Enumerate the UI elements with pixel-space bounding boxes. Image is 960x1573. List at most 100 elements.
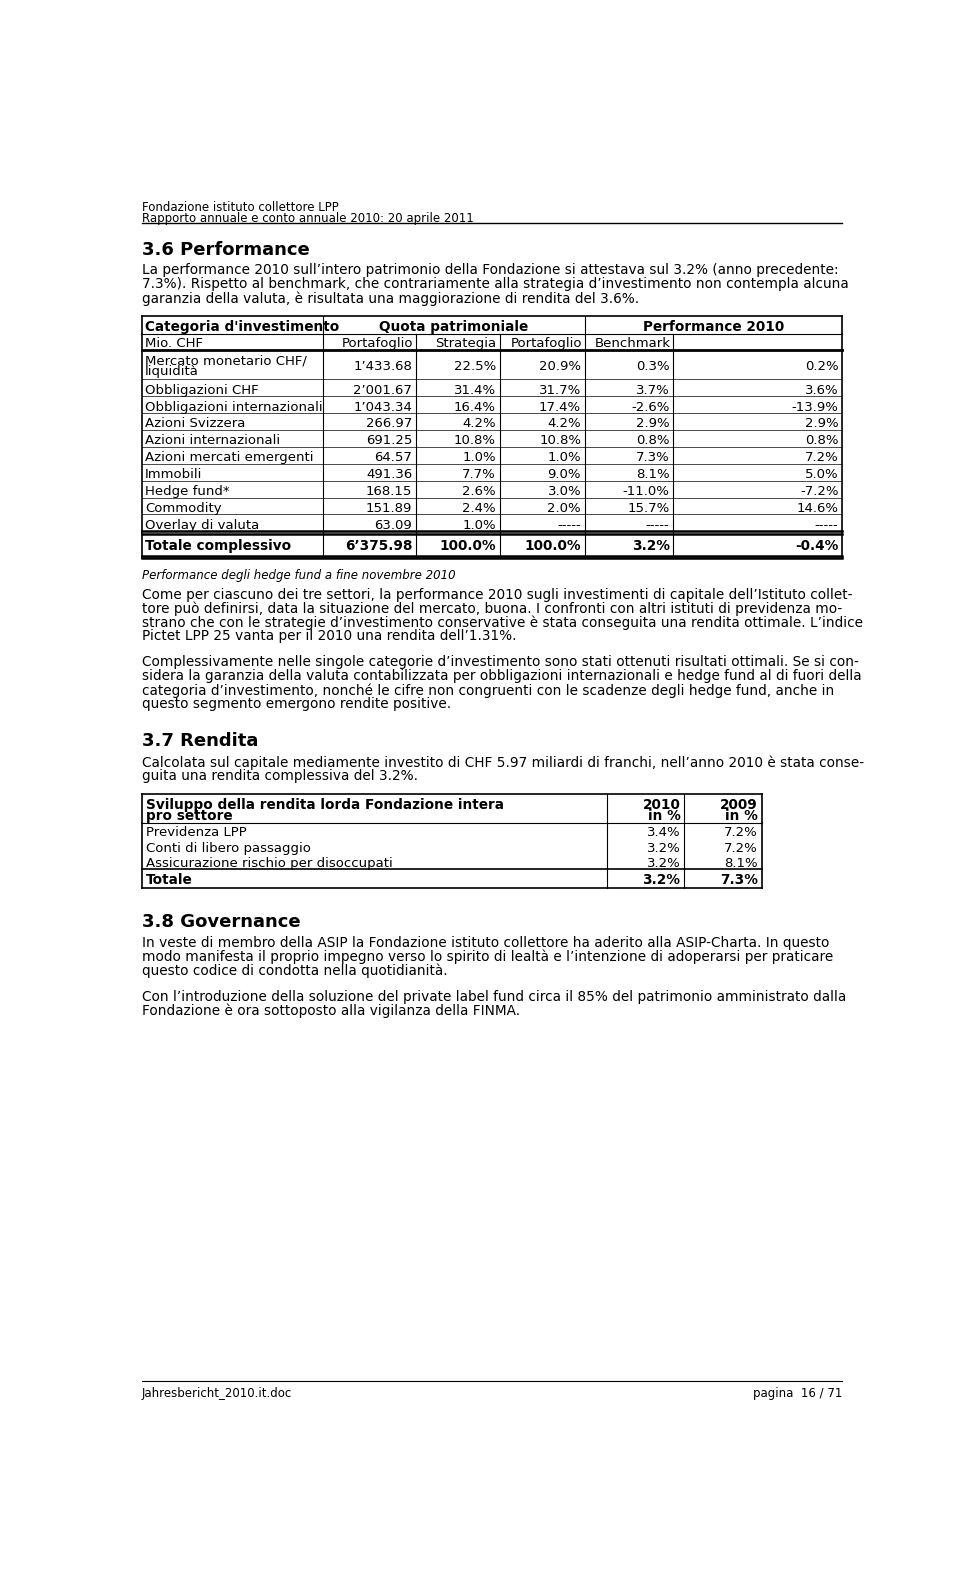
Text: 31.7%: 31.7% <box>539 384 581 396</box>
Text: modo manifesta il proprio impegno verso lo spirito di lealtà e l’intenzione di a: modo manifesta il proprio impegno verso … <box>142 950 833 964</box>
Text: Hedge fund*: Hedge fund* <box>145 484 229 499</box>
Text: Categoria d'investimento: Categoria d'investimento <box>145 319 339 333</box>
Text: in %: in % <box>648 810 681 823</box>
Text: Azioni mercati emergenti: Azioni mercati emergenti <box>145 451 313 464</box>
Text: in %: in % <box>725 810 757 823</box>
Text: 2009: 2009 <box>720 798 757 812</box>
Text: 3.2%: 3.2% <box>647 842 681 854</box>
Text: 7.3%: 7.3% <box>636 451 669 464</box>
Text: Mercato monetario CHF/: Mercato monetario CHF/ <box>145 354 306 368</box>
Text: Totale complessivo: Totale complessivo <box>145 540 291 554</box>
Text: Totale: Totale <box>146 873 192 887</box>
Text: 2’001.67: 2’001.67 <box>353 384 412 396</box>
Text: 10.8%: 10.8% <box>454 434 496 447</box>
Text: questo segmento emergono rendite positive.: questo segmento emergono rendite positiv… <box>142 697 451 711</box>
Text: -----: ----- <box>815 519 838 532</box>
Text: 3.8 Governance: 3.8 Governance <box>142 912 300 931</box>
Text: La performance 2010 sull’intero patrimonio della Fondazione si attestava sul 3.2: La performance 2010 sull’intero patrimon… <box>142 263 838 277</box>
Text: 0.8%: 0.8% <box>636 434 669 447</box>
Text: 3.7%: 3.7% <box>636 384 669 396</box>
Text: 64.57: 64.57 <box>374 451 412 464</box>
Text: categoria d’investimento, nonché le cifre non congruenti con le scadenze degli h: categoria d’investimento, nonché le cifr… <box>142 683 834 697</box>
Text: Commodity: Commodity <box>145 502 222 514</box>
Text: Previdenza LPP: Previdenza LPP <box>146 826 247 840</box>
Text: -13.9%: -13.9% <box>792 401 838 414</box>
Text: Portafoglio: Portafoglio <box>342 337 413 351</box>
Text: 3.0%: 3.0% <box>547 484 581 499</box>
Text: 2.9%: 2.9% <box>804 417 838 431</box>
Text: -11.0%: -11.0% <box>623 484 669 499</box>
Text: Fondazione è ora sottoposto alla vigilanza della FINMA.: Fondazione è ora sottoposto alla vigilan… <box>142 1004 519 1018</box>
Text: questo codice di condotta nella quotidianità.: questo codice di condotta nella quotidia… <box>142 963 447 978</box>
Text: -0.4%: -0.4% <box>795 540 838 554</box>
Text: 3.7 Rendita: 3.7 Rendita <box>142 733 258 750</box>
Text: 16.4%: 16.4% <box>454 401 496 414</box>
Text: 3.2%: 3.2% <box>642 873 681 887</box>
Text: 1’433.68: 1’433.68 <box>353 360 412 373</box>
Text: Strategia: Strategia <box>436 337 496 351</box>
Text: garanzia della valuta, è risultata una maggiorazione di rendita del 3.6%.: garanzia della valuta, è risultata una m… <box>142 291 638 305</box>
Text: Calcolata sul capitale mediamente investito di CHF 5.97 miliardi di franchi, nel: Calcolata sul capitale mediamente invest… <box>142 755 864 769</box>
Text: 168.15: 168.15 <box>366 484 412 499</box>
Text: 3.6%: 3.6% <box>804 384 838 396</box>
Text: Azioni Svizzera: Azioni Svizzera <box>145 417 245 431</box>
Text: In veste di membro della ASIP la Fondazione istituto collettore ha aderito alla : In veste di membro della ASIP la Fondazi… <box>142 936 829 950</box>
Text: 2.4%: 2.4% <box>463 502 496 514</box>
Text: 0.3%: 0.3% <box>636 360 669 373</box>
Text: 2.6%: 2.6% <box>463 484 496 499</box>
Text: 10.8%: 10.8% <box>540 434 581 447</box>
Text: 3.4%: 3.4% <box>647 826 681 840</box>
Text: 9.0%: 9.0% <box>547 469 581 481</box>
Text: Obbligazioni internazionali: Obbligazioni internazionali <box>145 401 323 414</box>
Text: 7.2%: 7.2% <box>724 842 757 854</box>
Text: pagina  16 / 71: pagina 16 / 71 <box>753 1387 842 1400</box>
Text: Complessivamente nelle singole categorie d’investimento sono stati ottenuti risu: Complessivamente nelle singole categorie… <box>142 656 858 670</box>
Text: Come per ciascuno dei tre settori, la performance 2010 sugli investimenti di cap: Come per ciascuno dei tre settori, la pe… <box>142 588 852 601</box>
Text: 0.8%: 0.8% <box>804 434 838 447</box>
Text: Azioni internazionali: Azioni internazionali <box>145 434 280 447</box>
Text: tore può definirsi, data la situazione del mercato, buona. I confronti con altri: tore può definirsi, data la situazione d… <box>142 601 842 617</box>
Text: 2010: 2010 <box>642 798 681 812</box>
Text: 1’043.34: 1’043.34 <box>353 401 412 414</box>
Text: Quota patrimoniale: Quota patrimoniale <box>379 319 529 333</box>
Text: Con l’introduzione della soluzione del private label fund circa il 85% del patri: Con l’introduzione della soluzione del p… <box>142 989 846 1004</box>
Text: 2.9%: 2.9% <box>636 417 669 431</box>
Text: 7.3%: 7.3% <box>720 873 757 887</box>
Text: 3.6 Performance: 3.6 Performance <box>142 241 309 260</box>
Text: Rapporto annuale e conto annuale 2010: 20 aprile 2011: Rapporto annuale e conto annuale 2010: 2… <box>142 212 473 225</box>
Text: 7.7%: 7.7% <box>462 469 496 481</box>
Text: guita una rendita complessiva del 3.2%.: guita una rendita complessiva del 3.2%. <box>142 769 418 783</box>
Text: Assicurazione rischio per disoccupati: Assicurazione rischio per disoccupati <box>146 857 393 870</box>
Text: Portafoglio: Portafoglio <box>511 337 582 351</box>
Text: 22.5%: 22.5% <box>454 360 496 373</box>
Text: 3.2%: 3.2% <box>632 540 669 554</box>
Text: 0.2%: 0.2% <box>804 360 838 373</box>
Text: 100.0%: 100.0% <box>440 540 496 554</box>
Text: Obbligazioni CHF: Obbligazioni CHF <box>145 384 258 396</box>
Text: 7.2%: 7.2% <box>804 451 838 464</box>
Text: 6’375.98: 6’375.98 <box>345 540 412 554</box>
Text: Overlay di valuta: Overlay di valuta <box>145 519 259 532</box>
Text: -7.2%: -7.2% <box>800 484 838 499</box>
Text: 31.4%: 31.4% <box>454 384 496 396</box>
Text: 1.0%: 1.0% <box>547 451 581 464</box>
Text: Sviluppo della rendita lorda Fondazione intera: Sviluppo della rendita lorda Fondazione … <box>146 798 504 812</box>
Text: 14.6%: 14.6% <box>797 502 838 514</box>
Text: 266.97: 266.97 <box>366 417 412 431</box>
Text: Pictet LPP 25 vanta per il 2010 una rendita dell’1.31%.: Pictet LPP 25 vanta per il 2010 una rend… <box>142 629 516 643</box>
Text: 151.89: 151.89 <box>366 502 412 514</box>
Text: 8.1%: 8.1% <box>724 857 757 870</box>
Text: 15.7%: 15.7% <box>627 502 669 514</box>
Text: Fondazione istituto collettore LPP: Fondazione istituto collettore LPP <box>142 201 339 214</box>
Text: -2.6%: -2.6% <box>631 401 669 414</box>
Text: strano che con le strategie d’investimento conservative è stata conseguita una r: strano che con le strategie d’investimen… <box>142 615 863 629</box>
Text: 1.0%: 1.0% <box>463 451 496 464</box>
Text: 17.4%: 17.4% <box>539 401 581 414</box>
Text: 5.0%: 5.0% <box>804 469 838 481</box>
Text: Immobili: Immobili <box>145 469 203 481</box>
Text: 491.36: 491.36 <box>366 469 412 481</box>
Text: 2.0%: 2.0% <box>547 502 581 514</box>
Text: sidera la garanzia della valuta contabilizzata per obbligazioni internazionali e: sidera la garanzia della valuta contabil… <box>142 669 861 683</box>
Text: pro settore: pro settore <box>146 810 232 823</box>
Text: Jahresbericht_2010.it.doc: Jahresbericht_2010.it.doc <box>142 1387 292 1400</box>
